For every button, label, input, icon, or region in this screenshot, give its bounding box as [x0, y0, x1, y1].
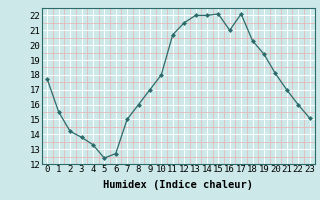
X-axis label: Humidex (Indice chaleur): Humidex (Indice chaleur)	[103, 180, 253, 190]
